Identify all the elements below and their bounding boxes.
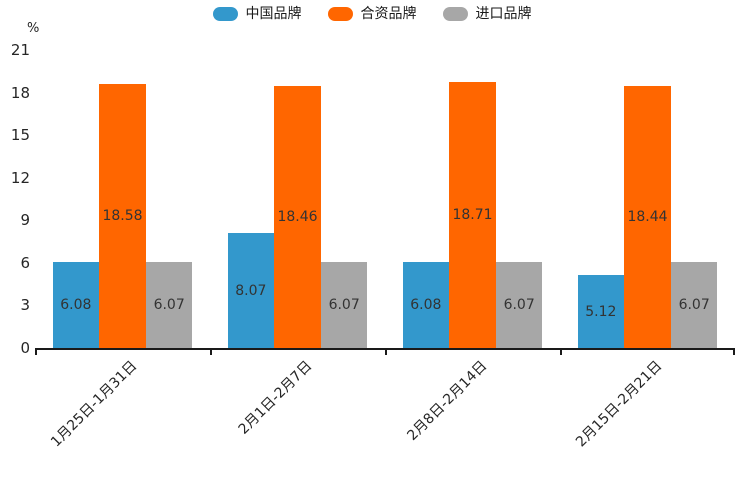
y-tick-label: 15 [10, 126, 30, 145]
bar-value-label: 5.12 [585, 303, 617, 320]
x-axis-tick [385, 349, 387, 355]
x-axis-tick [210, 349, 212, 355]
plot-area: 0 3 6 9 12 15 18 21 6.08 18.58 6.07 1月25日-1月31日 8.07… [11, 41, 735, 450]
bar-中国品牌-3: 5.12 [577, 275, 625, 348]
legend-swatch-icon [442, 7, 468, 21]
legend-swatch-icon [327, 7, 353, 21]
bar-中国品牌-1: 8.07 [227, 233, 275, 348]
bar-value-label: 18.44 [627, 209, 668, 226]
legend-label: 中国品牌 [245, 6, 302, 22]
bar-value-label: 18.46 [277, 209, 318, 225]
x-category-label: 2月1日-2月7日 [235, 358, 315, 438]
bar-value-label: 6.07 [503, 296, 535, 313]
bar-进口品牌-1: 6.07 [320, 261, 368, 348]
bar-value-label: 6.08 [410, 296, 442, 313]
bar-value-label: 6.07 [153, 296, 185, 313]
x-axis-tick [560, 349, 562, 355]
y-tick-label: 21 [10, 41, 30, 59]
y-tick-label: 18 [10, 83, 30, 102]
bar-value-label: 6.08 [60, 296, 92, 313]
x-category-label: 2月8日-2月14日 [403, 358, 490, 444]
bar-value-label: 6.07 [678, 296, 710, 313]
bar-中国品牌-0: 6.08 [52, 261, 100, 348]
chart-legend: 中国品牌 合资品牌 进口品牌 [0, 7, 744, 21]
y-tick-label: 6 [20, 253, 30, 272]
bar-中国品牌-2: 6.08 [402, 261, 450, 348]
bar-value-label: 18.58 [102, 208, 143, 225]
x-category-label: 1月25日-1月31日 [47, 358, 140, 451]
y-axis-unit-label: % [27, 21, 40, 36]
y-tick-label: 12 [10, 168, 30, 187]
legend-label: 进口品牌 [475, 6, 532, 22]
x-axis-tick [35, 349, 37, 355]
bar-进口品牌-0: 6.07 [145, 261, 193, 348]
y-tick-label: 9 [20, 211, 30, 230]
bar-合资品牌-3: 18.44 [624, 86, 671, 348]
legend-label: 合资品牌 [360, 6, 417, 22]
bar-进口品牌-3: 6.07 [670, 261, 718, 348]
bar-合资品牌-0: 18.58 [99, 84, 146, 348]
legend-swatch-icon [212, 7, 238, 21]
y-tick-label: 0 [20, 339, 30, 357]
x-category-label: 2月15日-2月21日 [572, 358, 665, 451]
bar-value-label: 6.07 [328, 296, 360, 313]
legend-item-2[interactable]: 进口品牌 [442, 6, 532, 22]
legend-item-0[interactable]: 中国品牌 [212, 6, 302, 22]
bar-value-label: 18.71 [452, 207, 493, 224]
bar-进口品牌-2: 6.07 [495, 261, 543, 348]
x-axis-tick [733, 349, 735, 355]
bar-合资品牌-1: 18.46 [274, 86, 321, 348]
bar-value-label: 8.07 [235, 282, 267, 299]
y-tick-label: 3 [20, 296, 30, 315]
legend-item-1[interactable]: 合资品牌 [327, 6, 417, 22]
bar-合资品牌-2: 18.71 [449, 82, 496, 348]
